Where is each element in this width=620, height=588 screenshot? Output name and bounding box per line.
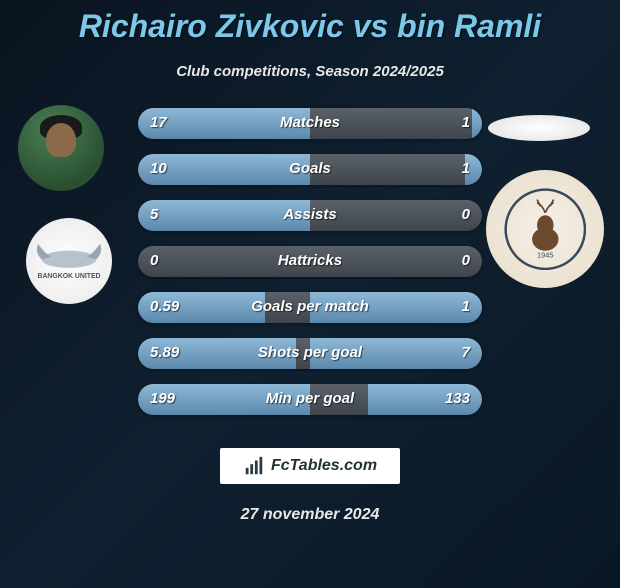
chart-icon: [243, 455, 265, 477]
stat-label: Shots per goal: [138, 344, 482, 361]
stats-area: BANGKOK UNITED 1945 171Matches 101Goals 50…: [0, 100, 620, 440]
stat-label: Assists: [138, 206, 482, 223]
stat-label: Goals: [138, 160, 482, 177]
club-right-logo: 1945: [486, 170, 604, 288]
stat-row: 50Assists: [138, 200, 482, 231]
stat-row: 171Matches: [138, 108, 482, 139]
stat-row: 5.897Shots per goal: [138, 338, 482, 369]
stat-label: Goals per match: [138, 298, 482, 315]
deer-shield-icon: 1945: [504, 188, 587, 271]
player-left-avatar: [18, 105, 104, 191]
wings-icon: BANGKOK UNITED: [26, 218, 112, 304]
stat-row: 00Hattricks: [138, 246, 482, 277]
stat-label: Hattricks: [138, 252, 482, 269]
branding-text: FcTables.com: [271, 457, 377, 475]
player-right-avatar: [488, 115, 590, 141]
stat-bars: 171Matches 101Goals 50Assists 00Hattricks 0.…: [138, 108, 482, 430]
branding-badge[interactable]: FcTables.com: [220, 448, 400, 484]
stat-label: Matches: [138, 114, 482, 131]
stat-row: 101Goals: [138, 154, 482, 185]
stat-row: 0.591Goals per match: [138, 292, 482, 323]
club-left-logo: BANGKOK UNITED: [26, 218, 112, 304]
stat-label: Min per goal: [138, 390, 482, 407]
svg-text:BANGKOK UNITED: BANGKOK UNITED: [37, 273, 100, 280]
svg-text:1945: 1945: [537, 250, 554, 259]
comparison-title: Richairo Zivkovic vs bin Ramli: [0, 8, 620, 45]
stat-row: 199133Min per goal: [138, 384, 482, 415]
season-subtitle: Club competitions, Season 2024/2025: [0, 63, 620, 80]
comparison-date: 27 november 2024: [0, 506, 620, 524]
